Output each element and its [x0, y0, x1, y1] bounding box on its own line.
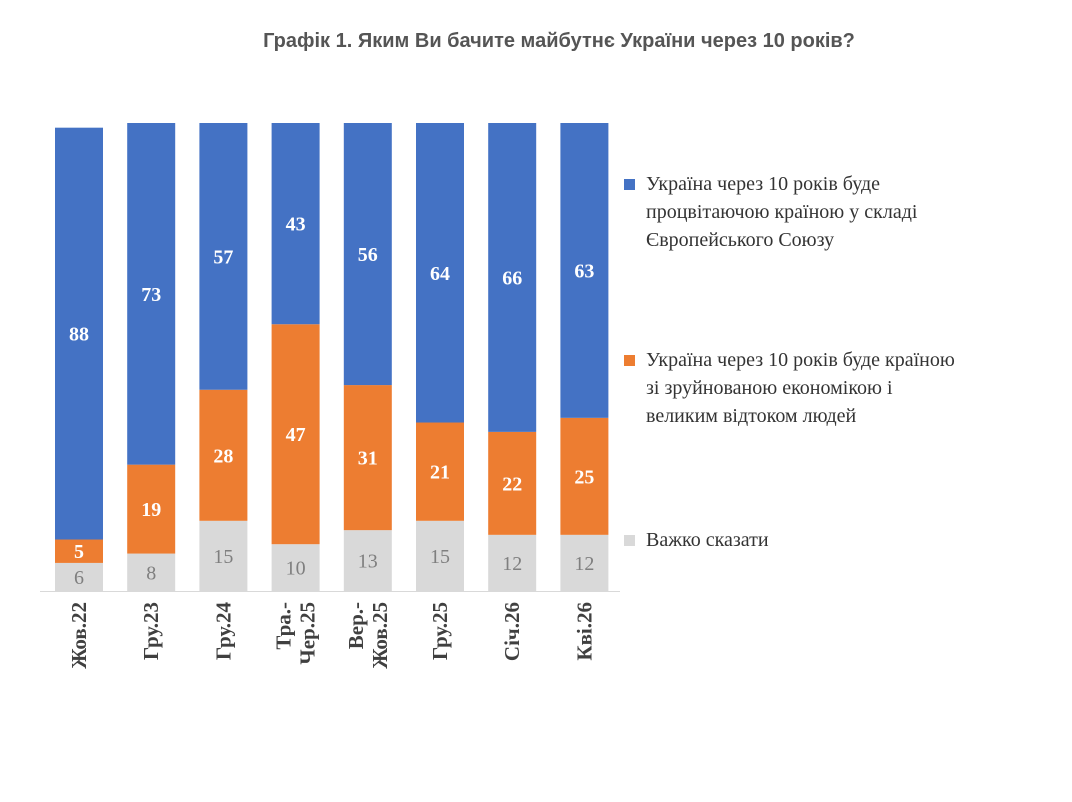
data-label: 88: [69, 324, 89, 346]
bar-segment: [416, 123, 464, 423]
bar-segment: [127, 553, 176, 591]
legend-label: Важко сказати: [646, 526, 1036, 554]
data-label: 43: [286, 214, 306, 236]
x-tick-label-line: Гру.25: [428, 602, 452, 660]
data-label: 12: [574, 553, 594, 575]
data-label: 66: [502, 267, 522, 289]
bar-segment: [127, 464, 176, 554]
x-tick-label-line: Жов.25: [368, 602, 392, 669]
x-tick-label-line: Вер.-: [344, 602, 368, 649]
data-label: 73: [141, 284, 161, 306]
data-label: 8: [146, 562, 156, 584]
x-tick-label: Гру.24: [211, 602, 235, 661]
x-tick-label-line: Жов.22: [67, 602, 91, 669]
x-tick-label-line: Січ.26: [500, 602, 524, 661]
legend-swatch: [624, 355, 635, 366]
x-tick-label: Жов.22: [67, 602, 91, 669]
x-tick-label-line: Гру.24: [211, 602, 235, 661]
legend-label-line: Важко сказати: [646, 529, 769, 551]
bar-segment: [199, 520, 248, 591]
data-label: 64: [430, 263, 450, 285]
data-label: 56: [358, 244, 378, 266]
data-label: 5: [74, 541, 84, 563]
x-tick-label: Вер.-Жов.25: [344, 602, 392, 669]
legend-label-line: великим відтоком людей: [646, 405, 857, 427]
legend-label-line: процвітаючою країною у складі: [646, 201, 918, 223]
bar-segment: [55, 562, 103, 591]
bar-segment: [416, 422, 464, 521]
bar-segment: [271, 324, 320, 545]
data-label: 15: [430, 546, 450, 568]
x-tick-label: Тра.-Чер.25: [272, 602, 320, 665]
data-label: 63: [574, 260, 594, 282]
x-tick-label-line: Кві.26: [572, 602, 596, 661]
bar-segment: [55, 539, 103, 563]
bar-segment: [560, 534, 609, 591]
bar-segment: [488, 534, 537, 591]
data-label: 6: [74, 567, 84, 589]
data-label: 19: [141, 499, 161, 521]
legend-label-line: зі зруйнованою економікою і: [646, 377, 893, 399]
legend-label: Україна через 10 років буде процвітаючою …: [646, 170, 1036, 254]
data-label: 47: [286, 424, 306, 446]
legend-swatch: [624, 179, 635, 190]
x-tick-label: Січ.26: [500, 602, 524, 661]
bar-segment: [343, 385, 392, 531]
bar-segment: [127, 123, 176, 465]
bar-segment: [343, 530, 392, 591]
data-label: 25: [574, 466, 594, 488]
data-label: 12: [502, 553, 522, 575]
chart-title: Графік 1. Яким Ви бачите майбутнє Україн…: [263, 30, 855, 52]
data-label: 28: [213, 445, 233, 467]
data-label: 15: [213, 546, 233, 568]
data-label: 10: [286, 558, 306, 580]
x-tick-label-line: Тра.-: [272, 602, 296, 650]
legend-label-line: Європейського Союзу: [646, 229, 835, 251]
legend-swatch: [624, 535, 635, 546]
x-tick-label: Кві.26: [572, 602, 596, 661]
data-label: 21: [430, 462, 450, 484]
bar-segment: [343, 123, 392, 386]
legend-label: Україна через 10 років буде країною зі зр…: [646, 346, 1036, 430]
x-tick-label-line: Гру.23: [139, 602, 163, 660]
data-label: 31: [358, 448, 378, 470]
x-tick-label: Гру.25: [428, 602, 452, 660]
bar-segment: [199, 123, 248, 390]
bar-segment: [488, 431, 537, 535]
bar-segment: [271, 123, 320, 325]
data-label: 22: [502, 473, 522, 495]
legend-label-line: Україна через 10 років буде: [646, 173, 881, 195]
bar-segment: [416, 520, 464, 591]
x-tick-label: Гру.23: [139, 602, 163, 660]
bar-segment: [560, 123, 609, 418]
data-label: 13: [358, 551, 378, 573]
bar-segment: [271, 544, 320, 591]
data-label: 57: [213, 246, 233, 268]
bar-segment: [560, 417, 609, 535]
bar-segment: [199, 389, 248, 521]
x-tick-label-line: Чер.25: [296, 602, 320, 665]
legend-label-line: Україна через 10 років буде країною: [646, 349, 955, 371]
bar-segment: [488, 123, 537, 432]
bar-segment: [55, 127, 103, 540]
